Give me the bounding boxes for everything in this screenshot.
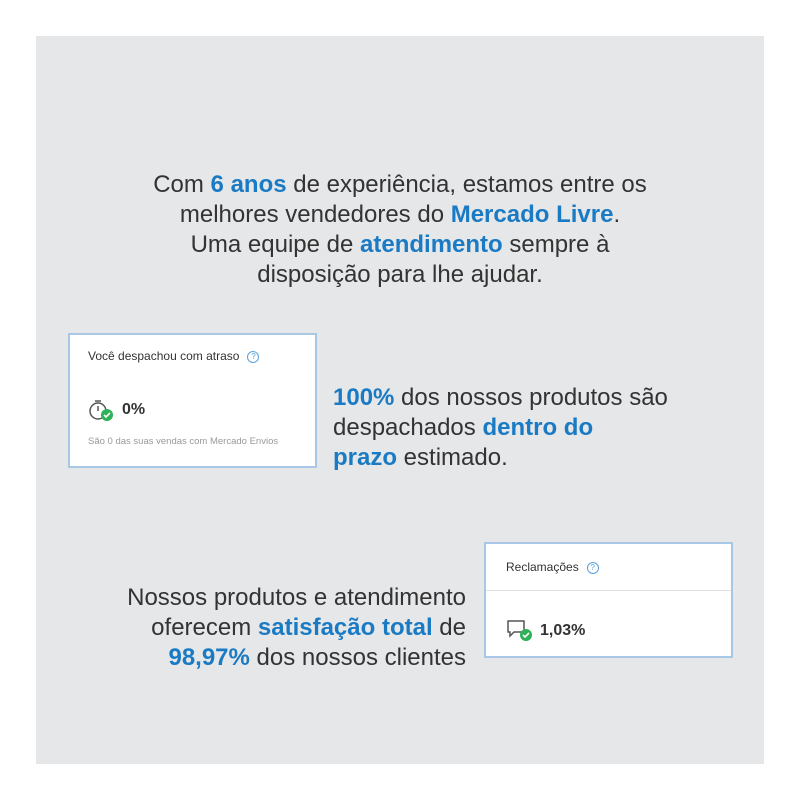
highlight: 98,97% <box>168 644 250 671</box>
text: de experiência, estamos entre os <box>286 171 647 198</box>
highlight: atendimento <box>360 231 503 258</box>
text: dos nossos produtos são <box>394 384 668 411</box>
divider <box>486 590 731 591</box>
note: São 0 das suas vendas com Mercado Envios <box>88 436 279 447</box>
text: Nossos produtos e atendimento <box>127 584 466 611</box>
value: 0% <box>122 401 146 418</box>
text: estimado. <box>397 444 508 471</box>
help-icon[interactable]: ? <box>586 561 599 574</box>
highlight: Mercado Livre <box>450 201 614 228</box>
text: . <box>613 201 621 228</box>
highlight: prazo <box>333 444 398 471</box>
chat-icon <box>507 620 532 641</box>
highlight: dentro do <box>482 414 594 441</box>
text: melhores vendedores do <box>179 201 451 228</box>
title: Reclamações <box>506 560 579 574</box>
satisfaction-text: Nossos produtos e atendimento oferecem sa… <box>127 553 466 673</box>
value: 1,03% <box>540 622 586 639</box>
highlight: 6 anos <box>210 171 287 198</box>
text: dos nossos clientes <box>249 644 466 671</box>
clock-icon <box>89 400 113 421</box>
delay-card: Você despachou com atraso? 0% São 0 das … <box>68 333 317 468</box>
title: Você despachou com atraso <box>88 349 240 363</box>
card-title: Reclamações? <box>506 560 599 574</box>
text: de <box>432 614 466 641</box>
text: Com <box>153 171 211 198</box>
claims-card: Reclamações? 1,03% <box>484 542 733 658</box>
text: disposição para lhe ajudar. <box>257 261 543 288</box>
highlight: 100% <box>333 384 395 411</box>
help-icon[interactable]: ? <box>247 350 260 363</box>
delivery-text: 100% dos nossos produtos são despachados … <box>333 353 668 473</box>
text: oferecem <box>151 614 258 641</box>
highlight: satisfação total <box>257 614 433 641</box>
text: despachados <box>333 414 483 441</box>
text: Uma equipe de <box>190 231 361 258</box>
intro-text: Com 6 anos de experiência, estamos entre… <box>0 140 800 290</box>
text: sempre à <box>502 231 610 258</box>
card-title: Você despachou com atraso? <box>88 349 260 363</box>
